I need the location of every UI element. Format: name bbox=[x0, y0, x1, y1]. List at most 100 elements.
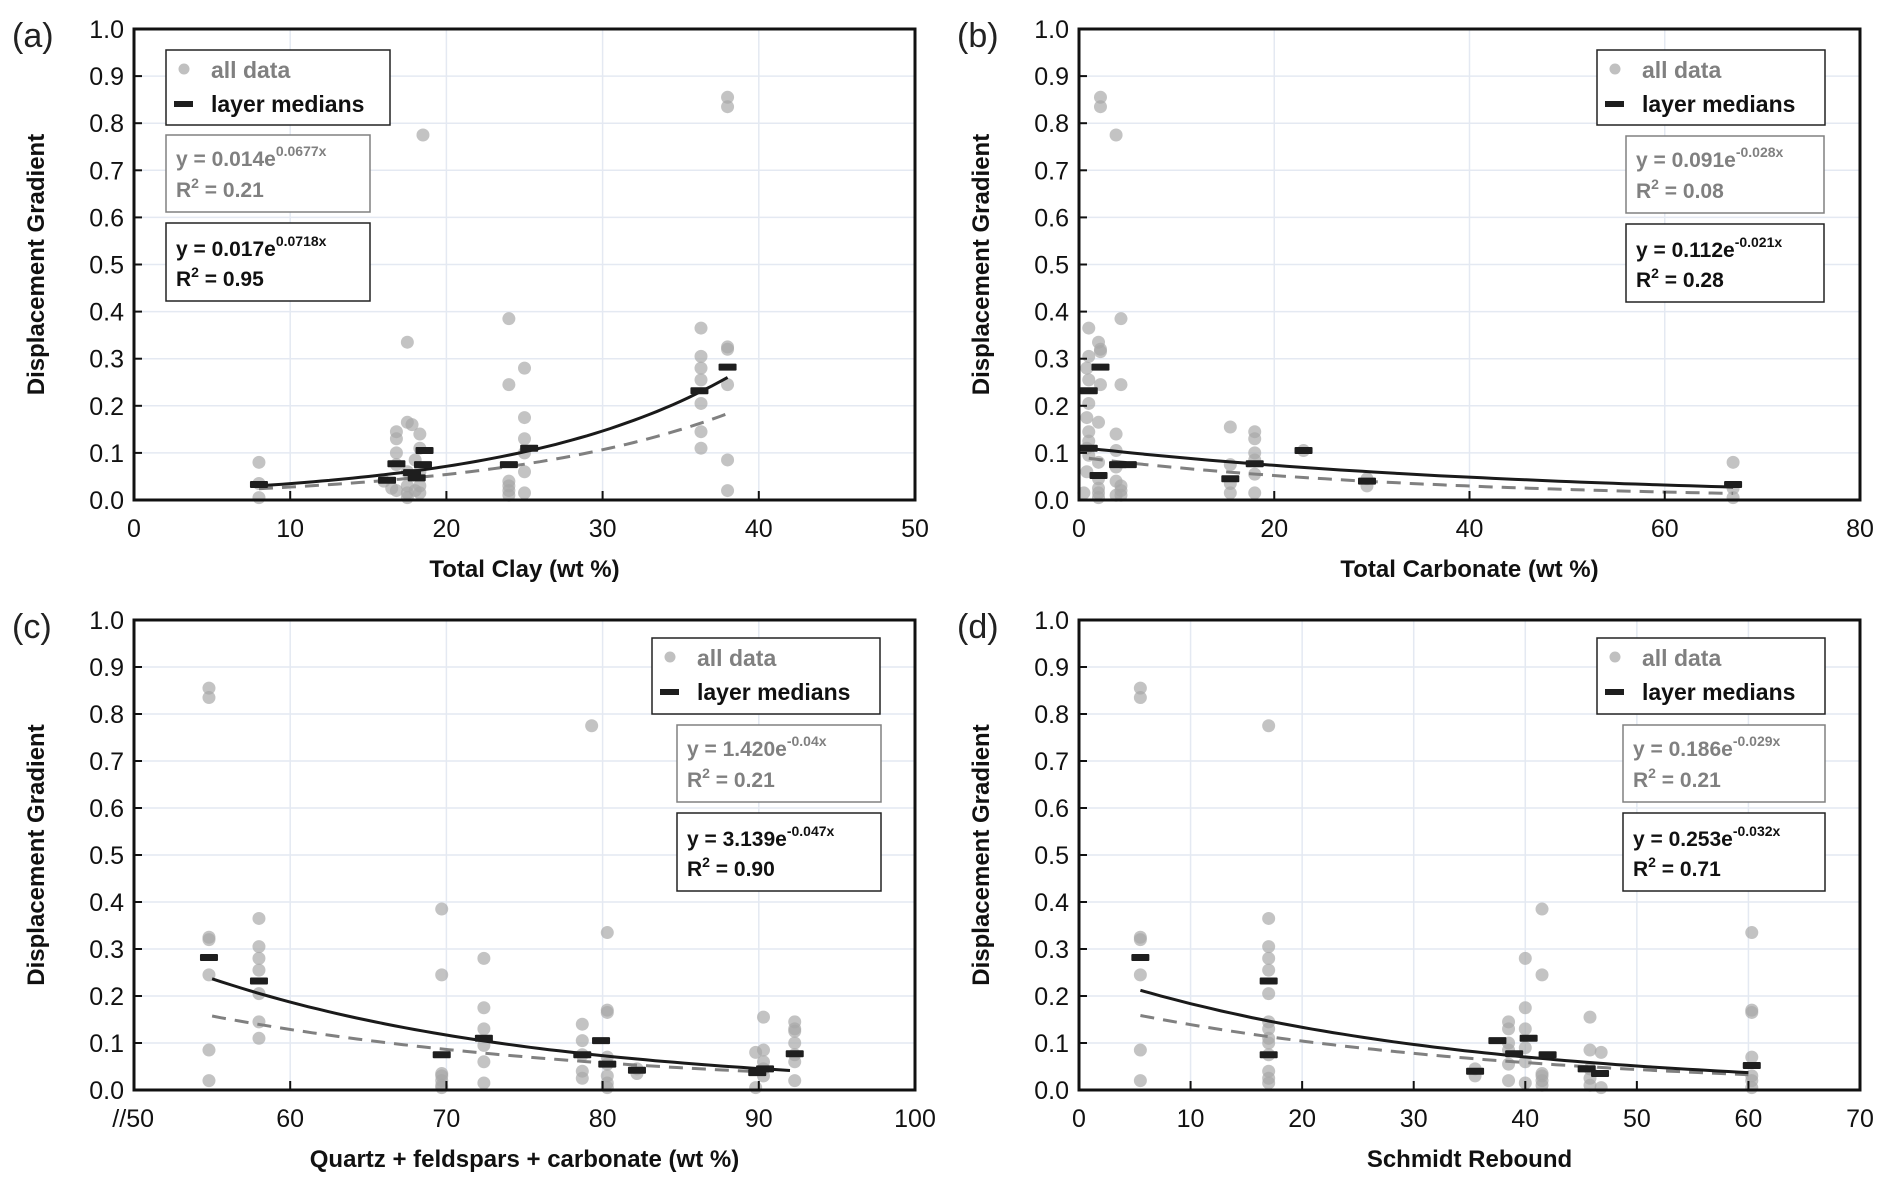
median-marker bbox=[718, 363, 737, 371]
x-tick-label: 50 bbox=[901, 515, 929, 543]
data-point bbox=[1092, 415, 1106, 429]
axes: 0.0 0.1 0.2 0.3 0.4 0.5 0.6 0.7 0.8 0.9 1.0 0 20 40 60… bbox=[1034, 16, 1874, 543]
data-point bbox=[749, 1081, 763, 1095]
equation-box-border bbox=[1622, 812, 1826, 892]
x-tick-label: 10 bbox=[1177, 1105, 1205, 1133]
data-point bbox=[1535, 902, 1549, 916]
data-point bbox=[721, 378, 735, 392]
equation-box-border bbox=[1622, 724, 1826, 803]
median-marker bbox=[1118, 461, 1137, 469]
data-point bbox=[518, 486, 531, 500]
y-tick-label: 0.2 bbox=[89, 393, 124, 421]
data-point bbox=[721, 453, 735, 467]
y-tick-label: 0.4 bbox=[1034, 889, 1069, 917]
panel-label: (d) bbox=[957, 608, 999, 646]
data-point bbox=[1093, 345, 1107, 359]
y-tick-label: 0.4 bbox=[89, 299, 124, 327]
x-axis-title: Quartz + feldspars + carbonate (wt %) bbox=[310, 1146, 739, 1173]
x-tick-label: 70 bbox=[1846, 1105, 1874, 1133]
data-point bbox=[1745, 1005, 1759, 1019]
legend: all data layer medians bbox=[1596, 637, 1826, 715]
data-point bbox=[477, 1055, 491, 1069]
data-point bbox=[1082, 425, 1096, 439]
x-tick-label: 0 bbox=[1072, 1105, 1086, 1133]
data-point bbox=[413, 486, 427, 500]
y-tick-label: 0.1 bbox=[89, 440, 124, 468]
y-tick-label: 0.8 bbox=[1034, 110, 1069, 138]
data-point bbox=[252, 455, 266, 469]
data-point bbox=[694, 425, 708, 439]
median-marker bbox=[249, 480, 268, 488]
data-point bbox=[1262, 1036, 1276, 1050]
fit-line-all-data bbox=[211, 1014, 759, 1074]
equation-box-medians: y = 3.139e-0.047x R2 = 0.90 bbox=[676, 812, 882, 892]
legend-median-marker bbox=[174, 101, 193, 107]
y-tick-label: 0.1 bbox=[89, 1030, 124, 1058]
data-point bbox=[1518, 951, 1532, 965]
fit-line-all-data bbox=[258, 412, 729, 491]
data-point bbox=[202, 691, 216, 705]
legend-median-marker bbox=[1605, 101, 1624, 107]
panel-label: (a) bbox=[12, 17, 54, 55]
x-tick-label: 60 bbox=[1651, 515, 1679, 543]
y-tick-label: 0.3 bbox=[89, 936, 124, 964]
data-point bbox=[477, 1022, 491, 1036]
legend-all-data-label: all data bbox=[1642, 645, 1721, 671]
median-marker bbox=[1294, 447, 1313, 455]
y-tick-label: 0.7 bbox=[1034, 157, 1069, 185]
y-tick-label: 0.3 bbox=[1034, 936, 1069, 964]
data-point bbox=[1262, 940, 1276, 954]
legend-all-data-marker bbox=[1609, 651, 1621, 663]
data-point bbox=[477, 1076, 491, 1090]
median-marker bbox=[1079, 444, 1098, 452]
x-axis-title: Total Carbonate (wt %) bbox=[1340, 556, 1598, 583]
x-tick-label: 90 bbox=[745, 1105, 773, 1133]
median-marker bbox=[1488, 1037, 1507, 1045]
data-point bbox=[1583, 1010, 1597, 1024]
y-axis-title: Displacement Gradient bbox=[968, 134, 995, 395]
fit-lines bbox=[258, 376, 729, 491]
median-marker bbox=[1519, 1034, 1538, 1042]
legend-all-data-marker bbox=[664, 651, 676, 663]
median-marker bbox=[415, 447, 434, 455]
median-marker bbox=[1079, 387, 1098, 395]
data-point bbox=[1594, 1045, 1608, 1059]
data-point bbox=[788, 1055, 802, 1069]
equation-medians: y = 0.253e-0.032x bbox=[1633, 823, 1781, 851]
panel-c: 0.0 0.1 0.2 0.3 0.4 0.5 0.6 0.7 0.8 0.9 1.0 //50 60 7… bbox=[12, 607, 936, 1173]
y-tick-label: 0.5 bbox=[1034, 842, 1069, 870]
data-point bbox=[1262, 1022, 1276, 1036]
y-axis-title: Displacement Gradient bbox=[23, 724, 50, 985]
y-tick-label: 0.0 bbox=[1034, 1077, 1069, 1105]
r2-medians: R2 = 0.90 bbox=[687, 854, 775, 881]
data-point bbox=[389, 432, 403, 446]
data-point bbox=[694, 373, 708, 387]
y-tick-label: 0.6 bbox=[89, 204, 124, 232]
data-point bbox=[788, 1036, 802, 1050]
data-point bbox=[1082, 373, 1096, 387]
y-tick-label: 0.7 bbox=[1034, 748, 1069, 776]
median-marker bbox=[432, 1051, 451, 1059]
data-point bbox=[1080, 361, 1094, 375]
y-tick-label: 0.9 bbox=[1034, 654, 1069, 682]
fit-line-medians bbox=[211, 977, 791, 1072]
y-tick-label: 0.4 bbox=[89, 889, 124, 917]
legend-box bbox=[651, 637, 881, 715]
data-point bbox=[389, 484, 403, 498]
equation-box-all-data: y = 1.420e-0.04x R2 = 0.21 bbox=[676, 724, 882, 803]
panel-label: (b) bbox=[957, 17, 999, 55]
r2-medians: R2 = 0.95 bbox=[176, 264, 264, 291]
equation-box-border bbox=[1625, 223, 1825, 303]
y-tick-label: 0.0 bbox=[1034, 487, 1069, 515]
median-marker bbox=[413, 461, 432, 469]
x-tick-label: //50 bbox=[112, 1105, 154, 1133]
equation-box-medians: y = 0.112e-0.021x R2 = 0.28 bbox=[1625, 223, 1825, 303]
data-point bbox=[252, 940, 266, 954]
r2-all-data: R2 = 0.21 bbox=[1633, 765, 1721, 792]
data-point bbox=[502, 312, 516, 326]
legend-box bbox=[165, 49, 391, 126]
x-tick-label: 30 bbox=[1400, 1105, 1428, 1133]
median-marker bbox=[1221, 475, 1240, 483]
y-axis-title: Displacement Gradient bbox=[23, 134, 50, 395]
data-point bbox=[1745, 1050, 1759, 1064]
